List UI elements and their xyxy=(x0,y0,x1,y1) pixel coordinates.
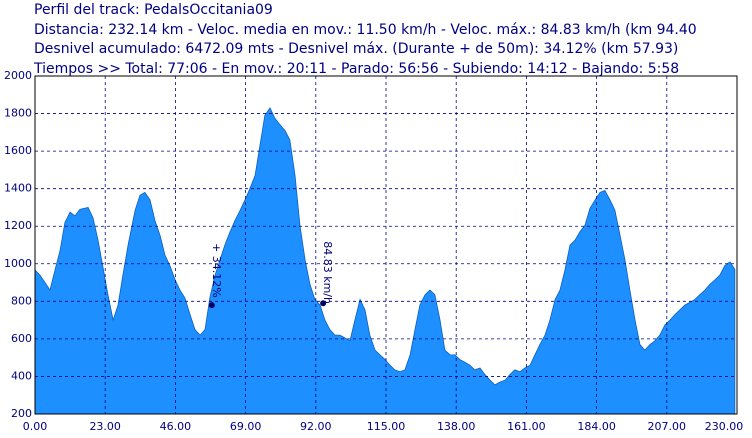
y-tick-label: 1400 xyxy=(4,182,32,195)
annotation-marker xyxy=(208,302,215,309)
y-tick-label: 1600 xyxy=(4,144,32,157)
annotation-label: + 34.12% xyxy=(210,243,223,298)
x-tick-label: 138.00 xyxy=(437,420,476,433)
y-tick-label: 600 xyxy=(11,332,32,345)
x-tick-label: 0.00 xyxy=(23,420,48,433)
y-tick-label: 2000 xyxy=(4,69,32,82)
annotation-marker xyxy=(320,300,327,307)
y-tick-label: 200 xyxy=(11,407,32,420)
x-tick-label: 115.00 xyxy=(367,420,406,433)
info-line: Distancia: 232.14 km - Veloc. media en m… xyxy=(34,22,697,38)
x-tick-label: 23.00 xyxy=(89,420,121,433)
y-tick-label: 800 xyxy=(11,294,32,307)
y-tick-label: 1800 xyxy=(4,107,32,120)
annotation-label: 84.83 km/h xyxy=(321,241,334,304)
x-tick-label: 184.00 xyxy=(577,420,616,433)
plot-frame xyxy=(34,75,738,415)
x-tick-label: 46.00 xyxy=(160,420,192,433)
x-tick-label: 69.00 xyxy=(230,420,262,433)
info-line: Desnivel acumulado: 6472.09 mts - Desniv… xyxy=(34,41,678,57)
x-tick-label: 161.00 xyxy=(507,420,546,433)
y-tick-label: 1200 xyxy=(4,219,32,232)
x-tick-label: 207.00 xyxy=(648,420,687,433)
info-line: Tiempos >> Total: 77:06 - En mov.: 20:11… xyxy=(33,61,679,77)
elevation-area xyxy=(34,107,736,415)
x-tick-label: 230.00 xyxy=(705,420,744,433)
x-tick-label: 92.00 xyxy=(300,420,332,433)
y-tick-label: 400 xyxy=(11,369,32,382)
y-tick-label: 1000 xyxy=(4,257,32,270)
chart-title: Perfil del track: PedalsOccitania09 xyxy=(34,2,273,18)
